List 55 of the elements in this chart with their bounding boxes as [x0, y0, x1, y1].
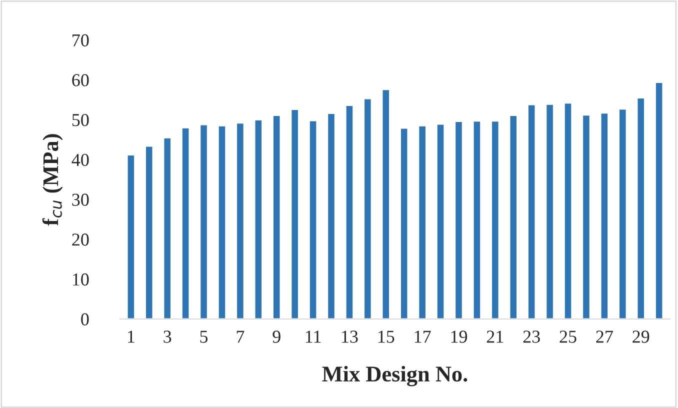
y-tick-label: 50 [72, 114, 89, 126]
x-tick-label: 11 [306, 330, 321, 343]
bar [436, 123, 446, 319]
x-tick-label: 3 [164, 330, 172, 343]
bar [636, 97, 646, 319]
x-tick-label: 17 [414, 330, 431, 343]
bar [654, 82, 664, 319]
bar [272, 114, 282, 319]
bar [600, 112, 609, 319]
y-axis-title: f$_{cu}$ (MPa) [42, 134, 63, 226]
bar [290, 108, 300, 319]
x-axis-title: Mix Design No. [322, 366, 468, 386]
x-tick-label: 25 [560, 330, 576, 343]
y-tick-label: 0 [81, 313, 89, 326]
bar [472, 120, 482, 319]
bar [236, 122, 245, 319]
bar [344, 104, 354, 319]
x-tick-label: 1 [128, 330, 134, 343]
x-tick-label: 5 [200, 330, 208, 343]
bar [381, 88, 390, 319]
bar [217, 125, 227, 319]
bar [162, 136, 172, 319]
bar [418, 125, 427, 319]
y-tick-label: 70 [72, 34, 89, 46]
bar [508, 114, 518, 319]
bar [363, 98, 372, 319]
y-tick-label: 40 [72, 154, 89, 166]
x-tick-label: 29 [632, 330, 650, 343]
bar [618, 108, 628, 319]
bar [144, 145, 154, 319]
bar [400, 127, 409, 319]
bar [545, 103, 554, 319]
y-tick-label: 30 [72, 194, 89, 206]
bar [181, 126, 190, 319]
bar [454, 120, 464, 319]
y-tick-label: 60 [72, 74, 89, 86]
x-tick-label: 13 [342, 330, 358, 343]
bar [490, 120, 500, 319]
x-tick-label: 9 [272, 330, 280, 343]
bar [199, 124, 208, 319]
bar [582, 114, 591, 319]
bar [254, 119, 263, 319]
bar [308, 120, 318, 319]
y-tick-label: 20 [72, 234, 89, 246]
y-tick-label: 10 [72, 273, 89, 286]
bar [126, 154, 136, 319]
x-tick-label: 23 [523, 330, 540, 343]
x-tick-label: 7 [236, 330, 244, 343]
bar [527, 104, 536, 319]
bar [326, 112, 336, 319]
x-tick-label: 21 [486, 330, 504, 343]
x-tick-label: 27 [596, 330, 613, 343]
bar [563, 102, 573, 319]
x-tick-label: 15 [378, 330, 394, 343]
x-tick-label: 19 [451, 330, 468, 343]
